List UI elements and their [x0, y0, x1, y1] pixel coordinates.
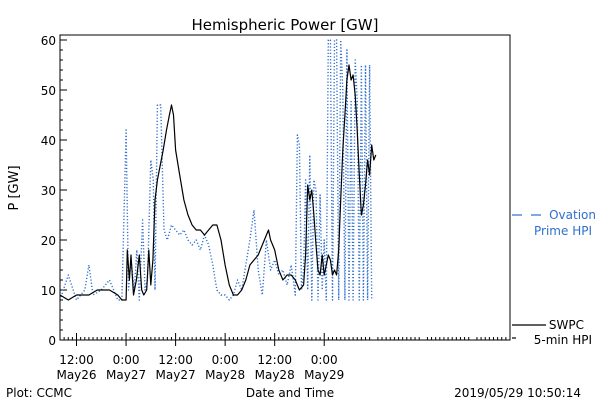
y-tick-label: 0: [48, 334, 56, 348]
x-tick-date-label: May28: [205, 368, 245, 382]
legend-swpc-label-line1: SWPC: [549, 318, 584, 332]
x-axis-ticks: 12:00May260:00May2712:00May270:00May2812…: [56, 333, 511, 382]
legend-ovation-label-line1: Ovation: [549, 208, 596, 222]
x-tick-time-label: 12:00: [59, 353, 94, 367]
footer-left: Plot: CCMC: [6, 386, 72, 400]
x-tick-date-label: May26: [56, 368, 96, 382]
x-axis-label: Date and Time: [246, 386, 334, 400]
footer-timestamp: 2019/05/29 10:50:14: [454, 386, 581, 400]
x-tick-date-label: May27: [106, 368, 146, 382]
x-tick-time-label: 0:00: [311, 353, 338, 367]
plot-frame: [59, 34, 511, 341]
chart-title: Hemispheric Power [GW]: [192, 16, 379, 34]
x-tick-date-label: May27: [156, 368, 196, 382]
series-line-ovation: [59, 39, 373, 301]
y-axis-label: P [GW]: [7, 165, 22, 210]
series-layer: [59, 39, 377, 301]
series-line-swpc: [59, 64, 377, 301]
x-tick-date-label: May28: [255, 368, 295, 382]
y-tick-label: 20: [41, 234, 56, 248]
y-tick-label: 40: [41, 134, 56, 148]
x-tick-date-label: May29: [304, 368, 344, 382]
y-tick-label: 50: [41, 84, 56, 98]
x-tick-time-label: 12:00: [158, 353, 193, 367]
x-tick-time-label: 0:00: [113, 353, 140, 367]
legend-swpc-label-line2: 5-min HPI: [534, 333, 592, 347]
legend-ovation-label-line2: Prime HPI: [534, 224, 592, 238]
y-tick-label: 30: [41, 184, 56, 198]
y-axis-ticks: 0 10 20 30 40 50 60: [41, 34, 67, 348]
y-tick-label: 10: [41, 284, 56, 298]
y-tick-label: 60: [41, 34, 56, 48]
x-tick-time-label: 12:00: [257, 353, 292, 367]
x-tick-time-label: 0:00: [212, 353, 239, 367]
